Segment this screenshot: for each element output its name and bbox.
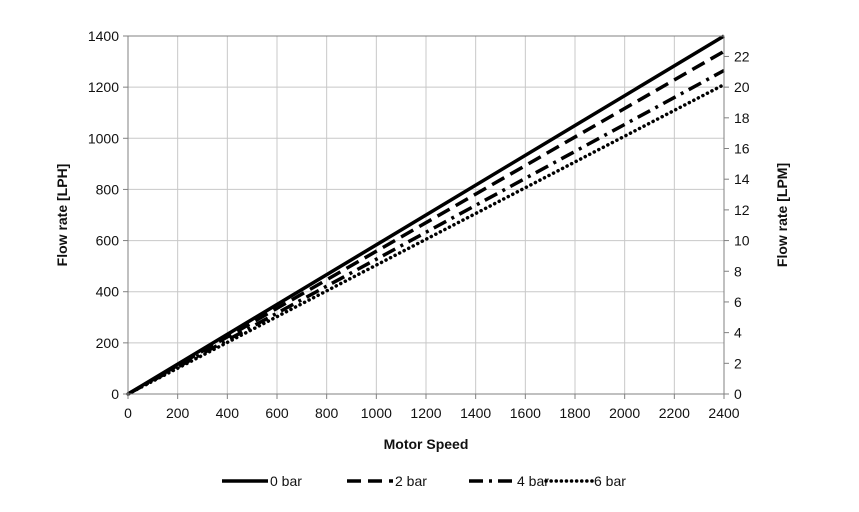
x-tick-label: 600 <box>265 405 289 421</box>
y-tick-label: 600 <box>96 233 120 249</box>
y2-tick-label: 14 <box>734 171 750 187</box>
y2-tick-label: 20 <box>734 79 750 95</box>
legend-label: 0 bar <box>270 473 302 489</box>
y2-tick-label: 10 <box>734 233 750 249</box>
x-tick-label: 1200 <box>410 405 441 421</box>
y-axis-left-ticks: 0 200 400 600 800 1000 1200 1400 <box>88 28 128 402</box>
legend: 0 bar 2 bar 4 bar 6 bar <box>222 473 626 489</box>
series-line-2-bar <box>127 49 725 396</box>
y-tick-label: 1000 <box>88 130 119 146</box>
legend-label: 4 bar <box>517 473 549 489</box>
y-tick-label: 400 <box>96 284 120 300</box>
y2-tick-label: 12 <box>734 202 750 218</box>
y-axis-right-ticks: 0 2 4 6 8 10 12 14 16 18 20 22 <box>724 48 750 402</box>
y2-tick-label: 6 <box>734 294 742 310</box>
y2-tick-label: 8 <box>734 263 742 279</box>
y-tick-label: 1400 <box>88 28 119 44</box>
x-tick-label: 1800 <box>559 405 590 421</box>
y2-tick-label: 16 <box>734 141 750 157</box>
y-tick-label: 800 <box>96 181 120 197</box>
y2-tick-label: 18 <box>734 110 750 126</box>
x-tick-label: 200 <box>166 405 190 421</box>
series-line-6-bar <box>126 82 726 396</box>
y2-tick-label: 4 <box>734 325 742 341</box>
y-axis-right-title: Flow rate [LPM] <box>774 163 790 267</box>
y-tick-label: 1200 <box>88 79 119 95</box>
series-line-4-bar <box>127 68 725 396</box>
series-line-0-bar <box>127 34 725 396</box>
x-tick-label: 2400 <box>708 405 739 421</box>
y2-tick-label: 22 <box>734 48 750 64</box>
x-tick-label: 400 <box>216 405 240 421</box>
series-lines <box>126 34 726 396</box>
x-tick-label: 1600 <box>510 405 541 421</box>
x-tick-label: 1000 <box>361 405 392 421</box>
x-axis-title: Motor Speed <box>384 436 469 452</box>
y2-tick-label: 0 <box>734 386 742 402</box>
y-axis-left-title: Flow rate [LPH] <box>54 164 70 267</box>
legend-label: 2 bar <box>395 473 427 489</box>
y-tick-label: 200 <box>96 335 120 351</box>
y2-tick-label: 2 <box>734 355 742 371</box>
x-tick-label: 1400 <box>460 405 491 421</box>
x-tick-label: 2200 <box>659 405 690 421</box>
legend-label: 6 bar <box>594 473 626 489</box>
x-tick-label: 800 <box>315 405 339 421</box>
x-tick-label: 0 <box>124 405 132 421</box>
x-tick-label: 2000 <box>609 405 640 421</box>
x-axis-ticks: 0 200 400 600 800 1000 1200 1400 1600 1800 2000 220… <box>124 394 740 421</box>
y-tick-label: 0 <box>111 386 119 402</box>
